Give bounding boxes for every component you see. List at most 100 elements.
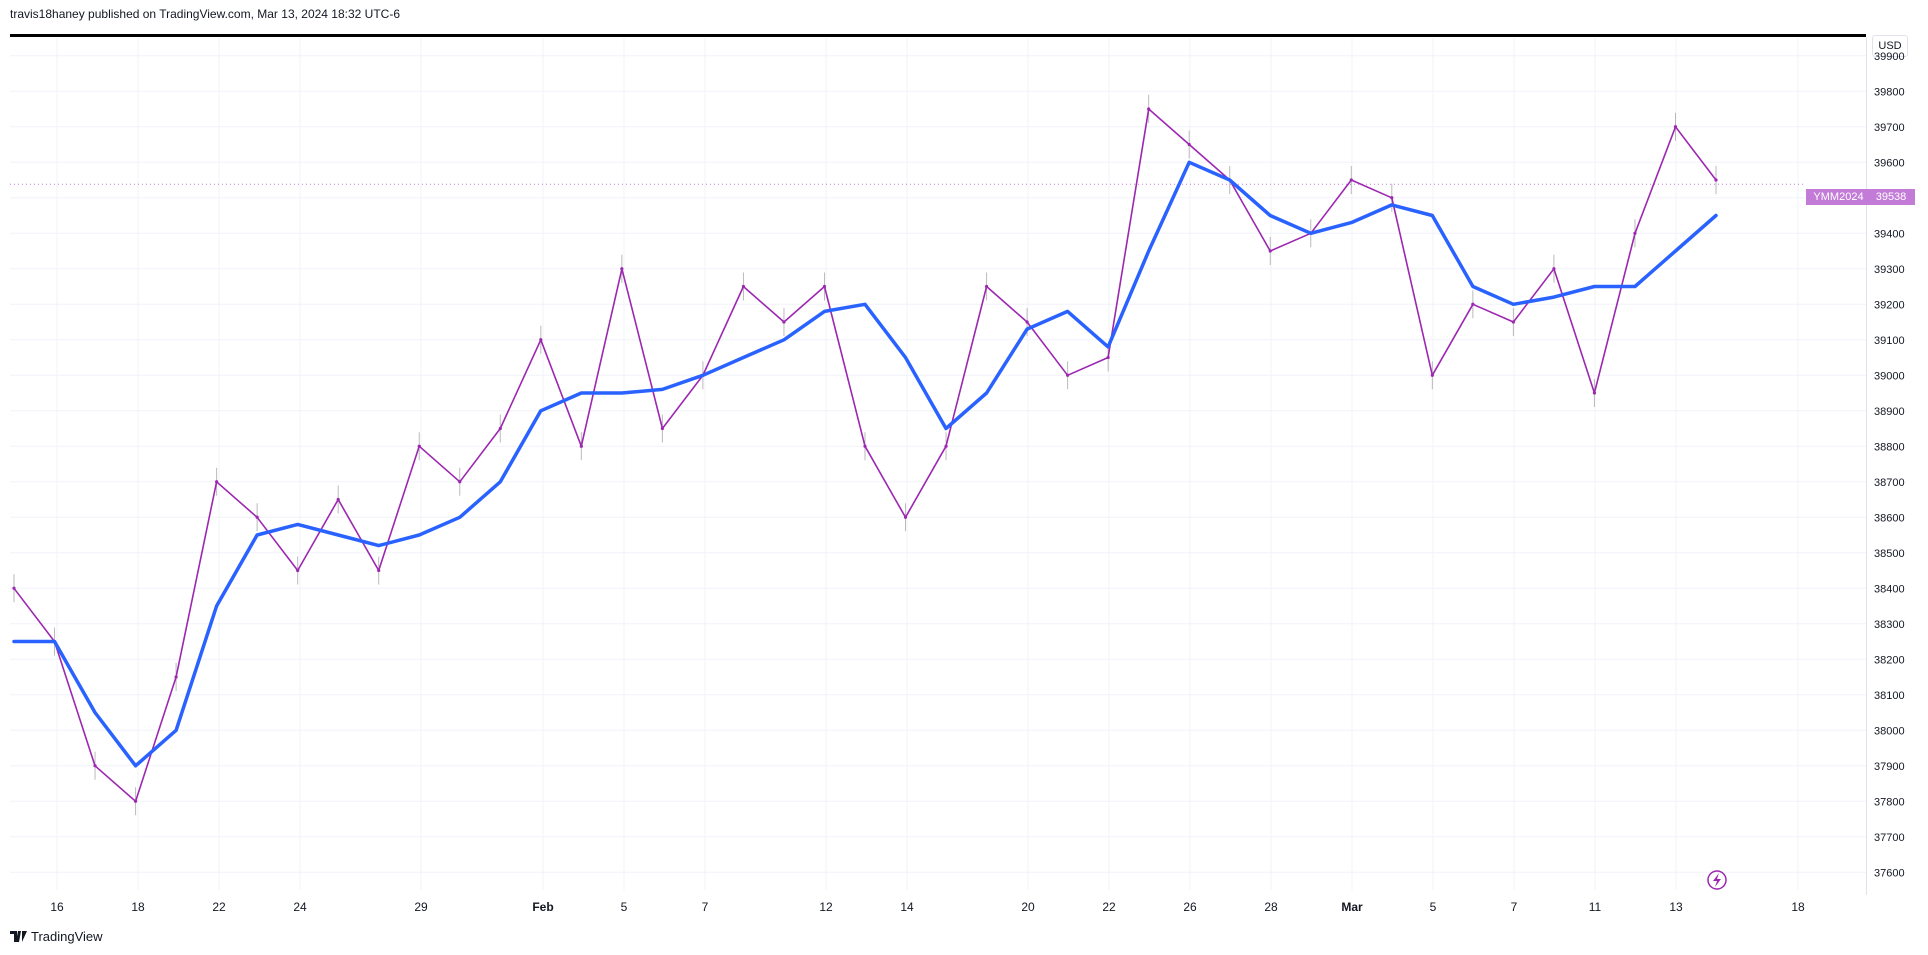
moving-average-point <box>1147 249 1150 253</box>
price-point <box>660 426 664 431</box>
moving-average-point <box>701 374 705 377</box>
footer-brand-label: TradingView <box>31 929 103 944</box>
price-point <box>1592 391 1597 395</box>
lightning-circle-icon[interactable] <box>1707 870 1727 890</box>
moving-average-point <box>1066 310 1069 313</box>
x-tick-label: 16 <box>50 900 64 914</box>
x-tick-label: 5 <box>621 900 628 914</box>
price-point <box>944 444 948 448</box>
moving-average-point <box>985 391 988 395</box>
lightning-icon[interactable] <box>1713 873 1721 887</box>
moving-average-point <box>53 640 56 643</box>
price-point <box>296 568 300 573</box>
x-tick-label: 14 <box>900 900 914 914</box>
price-point <box>336 497 340 502</box>
moving-average-point <box>377 544 380 547</box>
publish-attribution: travis18haney published on TradingView.c… <box>10 7 401 21</box>
price-point <box>984 284 989 289</box>
y-tick-label: 39700 <box>1874 122 1905 134</box>
moving-average-point <box>620 391 624 395</box>
moving-average-point <box>93 711 97 714</box>
moving-average-point <box>1309 232 1312 235</box>
price-point <box>1147 107 1151 111</box>
moving-average-point <box>336 533 340 537</box>
x-tick-label: 7 <box>702 900 709 914</box>
x-tick-label: 18 <box>1791 900 1805 914</box>
y-tick-label: 38700 <box>1874 477 1905 489</box>
y-tick-label: 39600 <box>1874 157 1905 169</box>
x-tick-label: 20 <box>1021 900 1035 914</box>
x-tick-label: 26 <box>1183 900 1197 914</box>
price-point <box>863 444 867 448</box>
moving-average-point <box>1512 303 1515 306</box>
tradingview-logo-icon <box>10 931 27 942</box>
moving-average-point <box>539 409 543 412</box>
last-price-tag: 39538 <box>1867 189 1915 205</box>
price-point <box>1673 125 1678 129</box>
moving-average-point <box>1106 345 1110 349</box>
price-point <box>1390 196 1394 200</box>
price-point <box>822 284 827 289</box>
moving-average-point <box>174 729 178 732</box>
moving-average-point <box>458 516 461 519</box>
x-tick-label: 11 <box>1589 900 1602 914</box>
moving-average-point <box>1025 327 1029 331</box>
moving-average-point <box>1187 161 1191 164</box>
y-tick-label: 39300 <box>1874 264 1905 276</box>
y-tick-label: 38200 <box>1874 654 1905 666</box>
price-point <box>1106 355 1110 360</box>
x-tick-label: 18 <box>131 900 145 914</box>
price-point <box>133 799 138 803</box>
price-point <box>1187 142 1191 147</box>
price-point <box>498 426 502 431</box>
moving-average-point <box>134 764 137 767</box>
y-tick-label: 39800 <box>1874 86 1905 98</box>
footer-brand[interactable]: TradingView <box>10 929 103 944</box>
x-tick-label: 5 <box>1430 900 1437 914</box>
moving-average-point <box>296 523 299 526</box>
moving-average-point <box>1674 249 1677 253</box>
moving-average-point <box>12 640 16 643</box>
y-tick-label: 39900 <box>1874 51 1905 63</box>
x-tick-label: 29 <box>414 900 428 914</box>
moving-average-point <box>1431 214 1434 217</box>
moving-average-point <box>1471 285 1475 288</box>
y-tick-label: 38500 <box>1874 548 1905 560</box>
moving-average-point <box>499 480 502 483</box>
price-point <box>1268 249 1272 253</box>
price-point <box>579 444 583 448</box>
moving-average-point <box>1269 214 1272 217</box>
price-point <box>458 480 462 484</box>
price-point <box>903 515 908 519</box>
symbol-tag: YMM2024 <box>1806 189 1871 205</box>
moving-average-point <box>1390 203 1394 207</box>
price-point <box>377 568 381 573</box>
y-tick-label: 39000 <box>1874 370 1905 382</box>
moving-average-point <box>580 391 583 395</box>
price-point <box>1025 320 1029 324</box>
y-tick-label: 39200 <box>1874 299 1905 311</box>
y-tick-label: 38600 <box>1874 512 1905 524</box>
moving-average-point <box>1350 221 1353 224</box>
price-point <box>782 320 786 324</box>
price-point <box>539 338 543 342</box>
moving-average-point <box>1228 178 1231 182</box>
moving-average-point <box>1714 214 1718 217</box>
moving-average-point <box>863 303 867 306</box>
moving-average-point <box>1593 285 1596 288</box>
x-tick-label: 13 <box>1669 900 1683 914</box>
price-point <box>741 284 746 289</box>
y-tick-label: 37900 <box>1874 761 1905 773</box>
y-tick-label: 37600 <box>1874 867 1905 879</box>
price-point <box>1714 178 1718 182</box>
currency-button[interactable]: USD <box>1872 35 1908 57</box>
top-rule <box>10 34 1866 37</box>
moving-average-point <box>215 604 218 608</box>
price-point <box>1511 320 1515 324</box>
price-point <box>1633 231 1637 235</box>
y-tick-label: 38000 <box>1874 725 1905 737</box>
moving-average-point <box>661 388 664 391</box>
moving-average-point <box>904 356 907 359</box>
price-point <box>1349 178 1353 182</box>
